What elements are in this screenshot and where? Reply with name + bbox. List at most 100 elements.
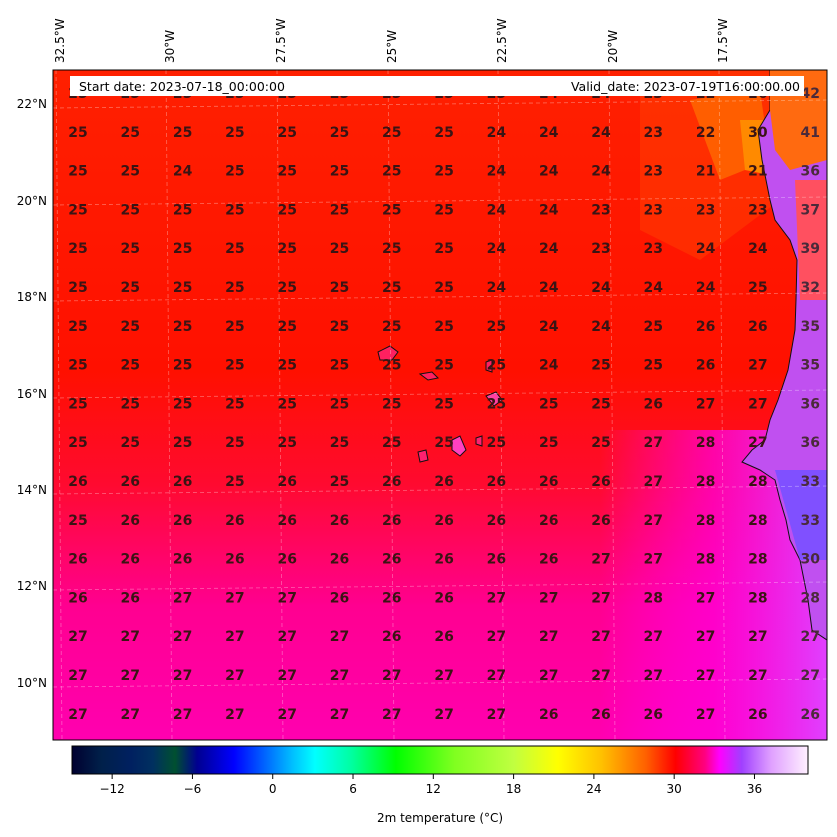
longitude-label: 17.5°W (716, 18, 730, 63)
grid-value: 22 (696, 125, 715, 141)
colorbar-tick-label: −12 (99, 782, 124, 796)
grid-value: 25 (644, 319, 663, 335)
grid-value: 27 (800, 668, 819, 684)
grid-value: 42 (800, 86, 819, 102)
latitude-labels: 22°N 20°N 18°N 16°N 14°N 12°N 10°N (17, 97, 47, 690)
grid-value: 27 (644, 474, 663, 490)
grid-value: 25 (225, 202, 244, 218)
grid-value: 25 (277, 319, 296, 335)
grid-value: 27 (748, 358, 767, 374)
grid-value: 27 (173, 590, 192, 606)
grid-value: 26 (277, 474, 296, 490)
grid-value: 24 (696, 280, 716, 296)
grid-value: 25 (68, 396, 87, 412)
grid-value: 27 (696, 707, 715, 723)
grid-value: 25 (382, 358, 401, 374)
grid-value: 28 (696, 474, 715, 490)
grid-value: 25 (68, 513, 87, 529)
grid-value: 25 (68, 435, 87, 451)
grid-value: 25 (121, 358, 140, 374)
grid-value: 33 (800, 513, 819, 529)
grid-value: 27 (277, 668, 296, 684)
grid-value: 32 (800, 280, 819, 296)
grid-value: 25 (330, 474, 349, 490)
grid-value: 26 (225, 513, 244, 529)
grid-value: 24 (539, 241, 559, 257)
grid-value: 24 (591, 164, 611, 180)
longitude-label: 20°W (606, 30, 620, 63)
grid-value: 27 (748, 668, 767, 684)
grid-value: 27 (748, 396, 767, 412)
latitude-label: 10°N (17, 676, 47, 690)
grid-value: 26 (539, 513, 558, 529)
grid-value: 25 (225, 280, 244, 296)
island-maio (475, 435, 483, 447)
longitude-label: 25°W (385, 30, 399, 63)
grid-value: 25 (173, 358, 192, 374)
grid-value: 27 (68, 629, 87, 645)
grid-value: 25 (487, 358, 506, 374)
grid-value: 24 (173, 164, 193, 180)
grid-value: 24 (539, 164, 559, 180)
grid-value: 30 (800, 552, 820, 568)
grid-value: 26 (539, 707, 558, 723)
grid-value: 24 (539, 319, 559, 335)
valid-date-text: Valid_date: 2023-07-19T16:00:00.00 (571, 79, 800, 94)
grid-value: 26 (696, 358, 715, 374)
grid-value: 27 (225, 707, 244, 723)
grid-value: 30 (748, 125, 768, 141)
grid-value: 25 (382, 280, 401, 296)
grid-value: 25 (121, 125, 140, 141)
grid-value: 25 (591, 396, 610, 412)
grid-value: 25 (173, 435, 192, 451)
grid-value: 26 (644, 707, 663, 723)
grid-value: 25 (434, 396, 453, 412)
grid-value: 26 (539, 474, 558, 490)
grid-value: 26 (68, 474, 87, 490)
grid-value: 27 (644, 668, 663, 684)
grid-value: 26 (330, 513, 349, 529)
grid-value: 27 (434, 707, 453, 723)
grid-value: 25 (330, 202, 349, 218)
grid-value: 25 (173, 319, 192, 335)
colorbar-tick-label: 0 (269, 782, 277, 796)
grid-value: 25 (434, 241, 453, 257)
grid-value: 25 (277, 396, 296, 412)
grid-value: 25 (330, 358, 349, 374)
grid-value: 27 (748, 629, 767, 645)
grid-value: 25 (487, 319, 506, 335)
grid-value: 27 (539, 629, 558, 645)
grid-value: 36 (800, 164, 819, 180)
grid-value: 24 (539, 280, 559, 296)
grid-value: 24 (591, 319, 611, 335)
grid-value: 23 (696, 202, 715, 218)
grid-value: 27 (173, 629, 192, 645)
grid-value: 26 (487, 552, 506, 568)
grid-value: 28 (748, 513, 767, 529)
grid-value: 25 (173, 280, 192, 296)
grid-value: 27 (644, 552, 663, 568)
grid-value: 26 (434, 590, 453, 606)
grid-value: 25 (225, 396, 244, 412)
grid-value: 27 (173, 707, 192, 723)
longitude-label: 27.5°W (274, 18, 288, 63)
grid-value: 26 (121, 474, 140, 490)
grid-value: 27 (696, 668, 715, 684)
colorbar-tick-label: −6 (184, 782, 202, 796)
colorbar-ticks: −12 −6 0 6 12 18 24 30 36 (99, 774, 762, 796)
grid-value: 23 (644, 241, 663, 257)
grid-value: 27 (487, 629, 506, 645)
grid-value: 24 (591, 280, 611, 296)
grid-value: 25 (68, 202, 87, 218)
grid-value: 25 (382, 125, 401, 141)
grid-value: 26 (434, 629, 453, 645)
grid-value: 24 (487, 164, 507, 180)
grid-value: 25 (277, 358, 296, 374)
grid-value: 25 (591, 435, 610, 451)
grid-value: 28 (696, 552, 715, 568)
grid-value: 27 (121, 707, 140, 723)
grid-value: 25 (330, 280, 349, 296)
grid-value: 25 (121, 435, 140, 451)
grid-value: 25 (539, 435, 558, 451)
